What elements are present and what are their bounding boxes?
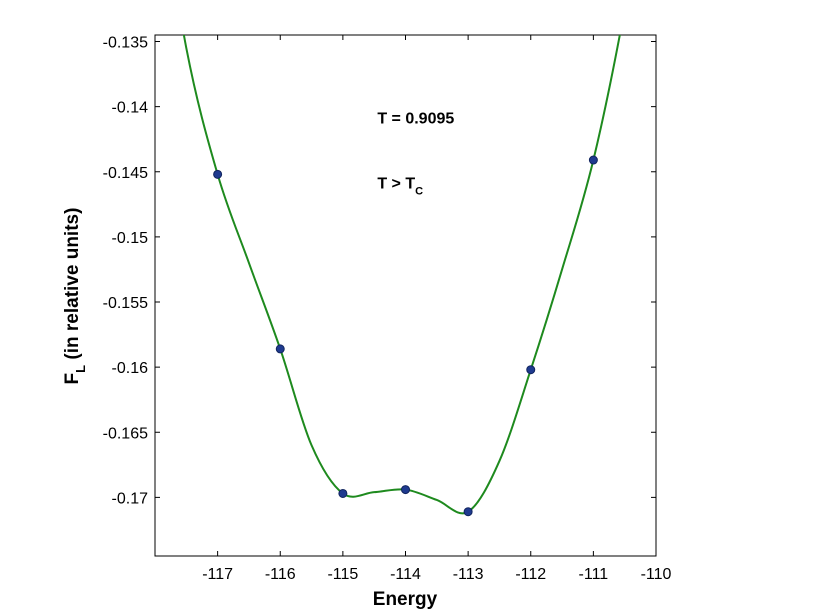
y-axis-ticks: -0.135 -0.14 -0.145 -0.15 -0.155 -0.16 -0.165 -… bbox=[103, 35, 656, 507]
data-point bbox=[588, 155, 598, 165]
x-tick-label: -116 bbox=[265, 566, 296, 583]
y-tick-label: -0.165 bbox=[103, 425, 148, 442]
y-axis-title-rest: (in relative units) bbox=[62, 208, 83, 365]
y-tick-label: -0.145 bbox=[103, 165, 148, 182]
x-axis-title: Energy bbox=[373, 589, 438, 610]
data-point bbox=[463, 507, 473, 517]
data-point bbox=[526, 365, 536, 375]
y-tick-label: -0.17 bbox=[112, 490, 149, 507]
x-tick-label: -113 bbox=[453, 566, 484, 583]
y-tick-label: -0.16 bbox=[112, 360, 149, 377]
x-tick-label: -115 bbox=[327, 566, 358, 583]
x-tick-label: -111 bbox=[579, 566, 609, 583]
data-point bbox=[275, 344, 285, 354]
x-tick-label: -117 bbox=[202, 566, 233, 583]
annotation-subscript: C bbox=[415, 186, 423, 198]
data-point bbox=[213, 169, 223, 179]
data-point bbox=[338, 488, 348, 498]
x-tick-label: -110 bbox=[641, 566, 672, 583]
x-tick-label: -112 bbox=[515, 566, 546, 583]
y-axis-title: FL (in relative units) bbox=[62, 208, 88, 385]
y-axis-title-subscript: L bbox=[73, 365, 88, 373]
temperature-annotation: T = 0.9095 bbox=[377, 111, 454, 128]
critical-temperature-annotation: T > TC bbox=[377, 176, 423, 198]
data-point bbox=[401, 485, 410, 495]
y-axis-title-main: F bbox=[62, 373, 83, 385]
y-tick-label: -0.155 bbox=[103, 295, 148, 312]
y-tick-label: -0.135 bbox=[103, 35, 148, 52]
x-tick-label: -114 bbox=[390, 566, 421, 583]
plot-area bbox=[154, 34, 657, 557]
x-axis-ticks: -117 -116 -115 -114 -113 -112 -111 -110 bbox=[202, 35, 672, 583]
y-tick-label: -0.14 bbox=[112, 100, 149, 117]
y-tick-label: -0.15 bbox=[112, 230, 149, 247]
annotation-main-text: T > T bbox=[377, 176, 415, 193]
data-points bbox=[213, 155, 598, 517]
